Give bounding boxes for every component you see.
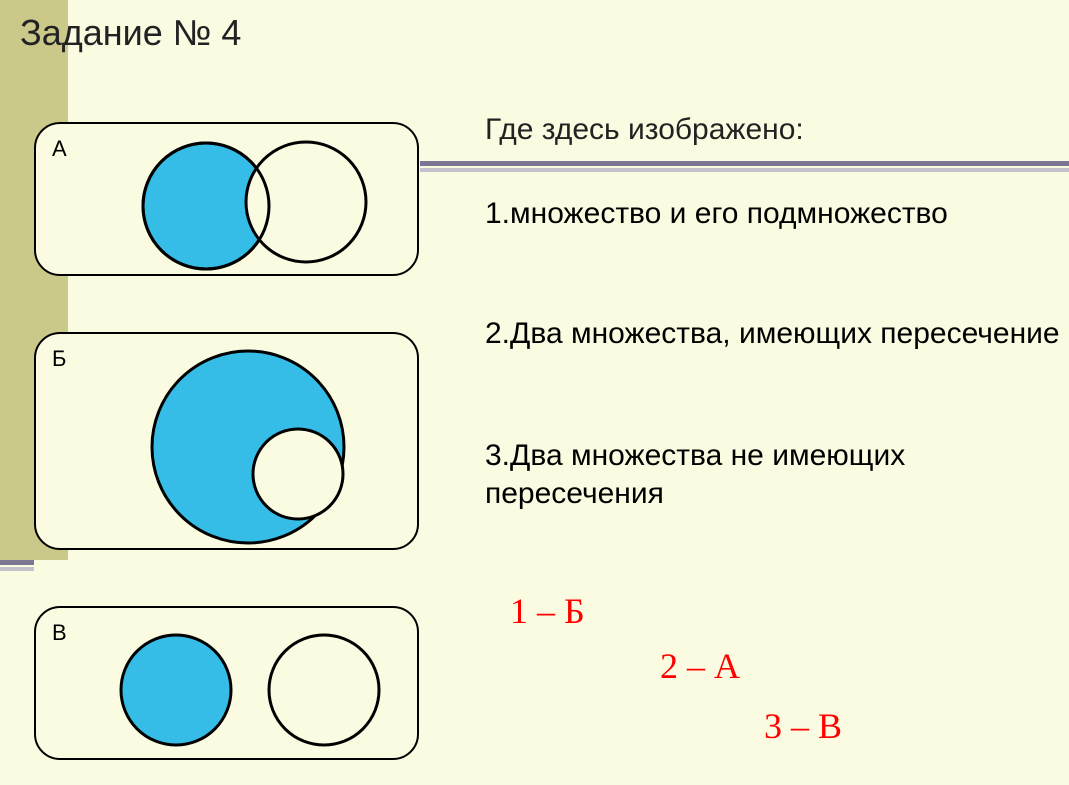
answer-2: 2 – А bbox=[660, 645, 740, 687]
question-title: Где здесь изображено: bbox=[485, 113, 804, 147]
venn-intersection bbox=[36, 124, 421, 278]
answer-3: 3 – В bbox=[764, 705, 842, 747]
question-1: 1.множество и его подмножество bbox=[485, 195, 948, 233]
question-3: 3.Два множества не имеющих пересечения bbox=[485, 437, 1069, 513]
page-title: Задание № 4 bbox=[20, 12, 241, 54]
horizontal-rule-top bbox=[420, 161, 1069, 173]
card-c: В bbox=[34, 606, 419, 760]
venn-disjoint bbox=[36, 608, 421, 762]
card-b-label: Б bbox=[52, 346, 66, 372]
venn-subset bbox=[36, 334, 421, 552]
card-b: Б bbox=[34, 332, 419, 550]
card-a-label: А bbox=[52, 136, 67, 162]
question-2: 2.Два множества, имеющих пересечение bbox=[485, 315, 1060, 353]
card-c-label: В bbox=[52, 620, 67, 646]
horizontal-rule-left bbox=[0, 560, 34, 572]
answer-1: 1 – Б bbox=[510, 590, 585, 632]
card-a: А bbox=[34, 122, 419, 276]
